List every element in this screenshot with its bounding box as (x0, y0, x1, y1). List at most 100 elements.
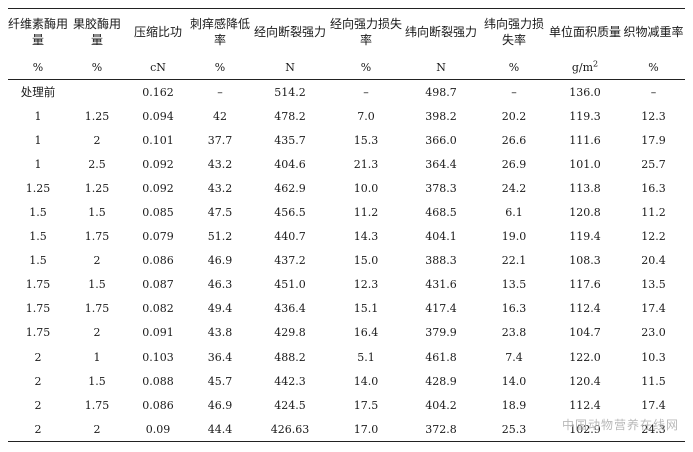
table-cell: 468.5 (425, 206, 457, 220)
table-cell: 108.3 (569, 254, 601, 268)
table-cell: 43.2 (207, 181, 233, 195)
table-row: 1.75 1.75 0.082 49.4 436.4 15.1 417.4 16.3 112.4… (8, 297, 685, 321)
table-cell: 2 (93, 326, 101, 340)
table-body: 处理前 0.162–514.2–498.7–136.0–1 1.25 0.094 42 4… (8, 80, 685, 442)
unit-text: % (508, 60, 520, 74)
table-cell: 1.5 (88, 278, 106, 292)
table-cell: 435.7 (274, 133, 306, 147)
table-cell: 2 (34, 350, 42, 364)
table-cell: 46.9 (207, 254, 233, 268)
table-cell: 1 (34, 109, 42, 123)
table-cell: 404.6 (274, 157, 306, 171)
table-cell: 136.0 (569, 85, 601, 99)
table-cell: 1 (34, 157, 42, 171)
table-cell: 0.101 (142, 133, 174, 147)
table-cell: 17.4 (641, 302, 666, 316)
table-cell: 112.4 (569, 398, 601, 412)
table-cell: 17.0 (353, 422, 379, 436)
table-cell: 104.7 (569, 326, 601, 340)
table-cell: 120.8 (569, 206, 601, 220)
table-cell: 22.1 (501, 254, 527, 268)
table-cell: 2 (93, 254, 101, 268)
table-cell: 0.086 (142, 398, 174, 412)
table-cell: 15.1 (353, 302, 379, 316)
column-header: 果胶酶用量 (72, 17, 121, 47)
table-cell: 461.8 (425, 350, 457, 364)
column-unit: % (8, 55, 68, 80)
table-cell: 2 (34, 398, 42, 412)
table-cell: 20.2 (501, 109, 527, 123)
table-cell: 120.4 (569, 374, 601, 388)
table-cell: 431.6 (425, 278, 457, 292)
table-cell: 19.0 (501, 230, 527, 244)
table-cell: 488.2 (274, 350, 306, 364)
column-header: 经向强力损失率 (330, 17, 403, 47)
table-cell: 11.2 (641, 206, 666, 220)
table-cell: 1.25 (84, 181, 110, 195)
table-cell: 26.6 (501, 133, 527, 147)
table-row: 1.5 1.5 0.085 47.5 456.5 11.2 468.5 6.1 120.8 11.… (8, 200, 685, 224)
table-cell: 2 (93, 133, 101, 147)
table-cell: 16.3 (641, 181, 666, 195)
table-cell: 49.4 (207, 302, 233, 316)
table-cell: 426.63 (270, 422, 310, 436)
table-cell: 1.25 (84, 109, 110, 123)
table-cell: 122.0 (569, 350, 601, 364)
table-cell: 1.5 (29, 254, 47, 268)
column-unit: cN (126, 55, 190, 80)
table-cell: 437.2 (274, 254, 306, 268)
table-cell: 15.3 (353, 133, 379, 147)
table-cell: 442.3 (274, 374, 306, 388)
table-cell: 1.75 (84, 398, 110, 412)
table-cell: 0.085 (142, 206, 174, 220)
table-cell: 11.2 (353, 206, 379, 220)
column-unit: % (622, 55, 685, 80)
table-cell: 456.5 (274, 206, 306, 220)
column-unit: % (68, 55, 126, 80)
table-cell: 436.4 (274, 302, 306, 316)
table-cell: 0.094 (142, 109, 174, 123)
unit-text: g/m (571, 60, 594, 74)
table-cell: 51.2 (207, 230, 233, 244)
table-cell: 16.4 (353, 326, 379, 340)
table-cell: 378.3 (425, 181, 457, 195)
table-cell: 429.8 (274, 326, 306, 340)
table-cell: 119.3 (569, 109, 601, 123)
table-cell: 处理前 (20, 85, 56, 100)
table-cell: 37.7 (207, 133, 233, 147)
table-cell: 44.4 (207, 422, 233, 436)
table-cell: 1.75 (25, 278, 51, 292)
table-cell: 17.4 (641, 398, 666, 412)
unit-text: % (360, 60, 372, 74)
table-cell: 26.9 (501, 157, 527, 171)
column-header: 纬向断裂强力 (404, 25, 477, 39)
column-header: 刺痒感降低率 (190, 17, 251, 47)
table-cell: 46.9 (207, 398, 233, 412)
table-cell: 398.2 (425, 109, 457, 123)
table-cell: 112.4 (569, 302, 601, 316)
data-table: 纤维素酶用量 果胶酶用量 压缩比功 刺痒感降低率 经向断裂强力 经向强力损失率 纬向断裂强力… (8, 8, 685, 443)
unit-text: % (214, 60, 226, 74)
table-cell: 12.2 (641, 230, 666, 244)
column-unit: N (250, 55, 330, 80)
table-cell: 1.75 (84, 230, 110, 244)
table-cell: 17.5 (353, 398, 379, 412)
table-cell: 2 (34, 422, 42, 436)
table-cell: 514.2 (274, 85, 306, 99)
header-row: 纤维素酶用量 果胶酶用量 压缩比功 刺痒感降低率 经向断裂强力 经向强力损失率 纬向断裂强力… (8, 9, 685, 56)
table-cell: 372.8 (425, 422, 457, 436)
table-cell: 1.75 (25, 326, 51, 340)
column-unit: % (190, 55, 250, 80)
table-cell: 1 (34, 133, 42, 147)
table-cell: 7.4 (505, 350, 523, 364)
table-cell: 5.1 (357, 350, 375, 364)
unit-text: N (285, 60, 295, 74)
table-cell: 0.079 (142, 230, 174, 244)
table-cell: 0.088 (142, 374, 174, 388)
table-cell: 0.086 (142, 254, 174, 268)
table-cell: 12.3 (641, 109, 666, 123)
column-unit: g/m2 (548, 55, 622, 80)
table-cell: 417.4 (425, 302, 457, 316)
table-row: 处理前 0.162 – 514.2 – 498.7 – 136.0 – (8, 80, 685, 105)
table-cell: 24.3 (641, 422, 666, 436)
